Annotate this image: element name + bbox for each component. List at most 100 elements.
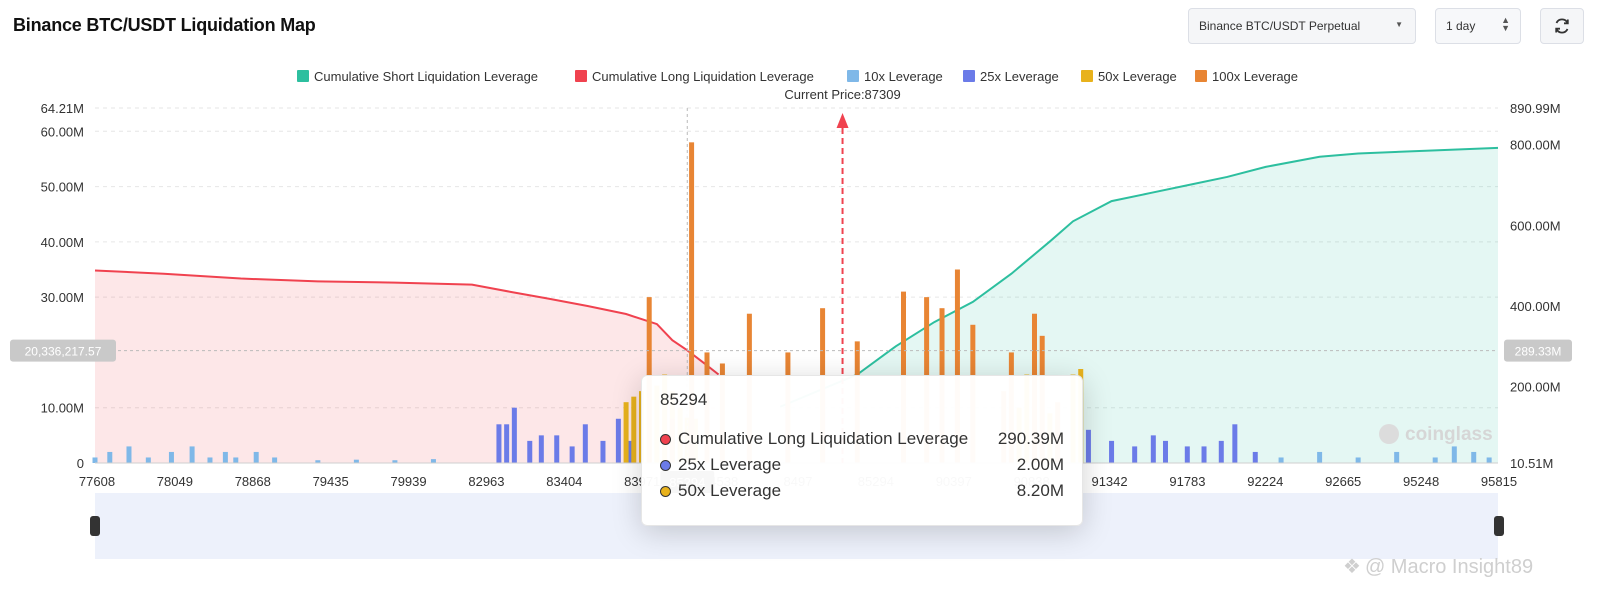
10x-leverage-bar [107, 451, 113, 463]
tooltip-series-value: 290.39M [997, 429, 1064, 448]
25x-leverage-bar [1252, 451, 1258, 463]
25x-leverage-bar [600, 440, 606, 463]
x-tick-label: 79435 [313, 474, 349, 489]
x-tick-label: 92224 [1247, 474, 1283, 489]
y-left-tick-label: 0 [77, 456, 84, 471]
50x-leverage-bar [631, 396, 637, 463]
25x-leverage-bar [538, 435, 544, 463]
tooltip-dot-icon [660, 485, 671, 497]
y-left-tick-label: 10.00M [41, 401, 84, 416]
cumulative-long-series-line [94, 269, 720, 376]
25x-leverage-bar [527, 440, 533, 463]
refresh-icon [1555, 18, 1569, 34]
25x-leverage-bar [1201, 446, 1207, 463]
25x-leverage-bar [496, 424, 502, 463]
y-right-tick-label: 400.00M [1510, 299, 1561, 314]
y-left-tick-label: 30.00M [41, 290, 84, 305]
tooltip-series-name: 25x Leverage [678, 455, 782, 474]
25x-leverage-bar [569, 446, 575, 463]
x-tick-label: 91342 [1091, 474, 1127, 489]
zoom-handle-left[interactable] [90, 516, 100, 536]
chevron-down-icon: ▼ [1395, 20, 1403, 29]
10x-leverage-bar [222, 451, 228, 463]
25x-leverage-bar [1109, 440, 1115, 463]
10x-leverage-bar [233, 457, 239, 463]
legend-label: 50x Leverage [1098, 69, 1177, 84]
25x-leverage-bar [1184, 446, 1190, 463]
legend-swatch [847, 70, 859, 82]
10x-leverage-bar [1451, 446, 1457, 463]
x-tick-label: 83404 [546, 474, 582, 489]
watermark-text: @ Macro Insight89 [1364, 556, 1534, 578]
10x-leverage-bar [272, 457, 278, 463]
cumulative-long-series-fill [95, 270, 719, 463]
tooltip-series-value: 8.20M [1016, 481, 1064, 500]
y-left-tick-label: 40.00M [41, 235, 84, 250]
zoom-handle-right[interactable] [1494, 516, 1504, 536]
100x-leverage-bar [689, 142, 695, 463]
legend-swatch [1195, 70, 1207, 82]
tooltip-title: 85294 [660, 390, 708, 409]
legend-swatch [575, 70, 587, 82]
25x-leverage-bar [504, 424, 510, 463]
25x-leverage-bar [1232, 424, 1238, 463]
sort-arrows-icon: ▲ ▼ [1501, 15, 1510, 33]
10x-leverage-bar [145, 457, 151, 463]
y-left-tick-label: 64.21M [41, 101, 84, 116]
tooltip-series-name: Cumulative Long Liquidation Leverage [678, 429, 969, 448]
10x-leverage-bar [1471, 451, 1477, 463]
10x-leverage-bar [1355, 457, 1361, 463]
tooltip-series-value: 2.00M [1016, 455, 1064, 474]
legend-label: 10x Leverage [864, 69, 943, 84]
tooltip-dot-icon [660, 459, 671, 471]
25x-leverage-bar [626, 440, 632, 463]
market-select-value: Binance BTC/USDT Perpetual [1199, 19, 1361, 33]
100x-leverage-bar [954, 269, 960, 463]
x-tick-label: 78868 [235, 474, 271, 489]
10x-leverage-bar [1486, 457, 1492, 463]
25x-leverage-bar [554, 435, 560, 463]
page-title: Binance BTC/USDT Liquidation Map [13, 15, 316, 35]
y-left-tick-label: 60.00M [41, 124, 84, 139]
25x-leverage-bar [511, 407, 517, 463]
crosshair-left-badge [10, 339, 116, 362]
legend-label: Cumulative Short Liquidation Leverage [314, 69, 538, 84]
25x-leverage-bar [582, 424, 588, 463]
brand-logo-icon [1379, 424, 1399, 444]
10x-leverage-bar [1278, 457, 1284, 463]
y-right-tick-label: 890.99M [1510, 101, 1561, 116]
10x-leverage-bar [253, 451, 259, 463]
legend-swatch [1081, 70, 1093, 82]
crosshair-right-label: 289.33M [1515, 345, 1562, 359]
10x-leverage-bar [315, 460, 321, 463]
25x-leverage-bar [1162, 440, 1168, 463]
x-tick-label: 92665 [1325, 474, 1361, 489]
x-tick-label: 95815 [1481, 474, 1517, 489]
refresh-button[interactable] [1540, 8, 1584, 44]
10x-leverage-bar [430, 459, 436, 463]
legend-label: 25x Leverage [980, 69, 1059, 84]
legend-swatch [963, 70, 975, 82]
tooltip-row: 25x Leverage 2.00M [660, 452, 1064, 478]
legend-label: 100x Leverage [1212, 69, 1298, 84]
y-right-tick-label: 10.51M [1510, 456, 1553, 471]
y-right-tick-label: 800.00M [1510, 138, 1561, 153]
crosshair-left-label: 20,336,217.57 [25, 345, 102, 359]
25x-leverage-bar [1132, 446, 1138, 463]
cumulative-short-series-line [779, 146, 1499, 408]
market-select[interactable]: Binance BTC/USDT Perpetual ▼ [1188, 8, 1416, 44]
tooltip-row: 50x Leverage 8.20M [660, 478, 1064, 504]
25x-leverage-bar [615, 418, 621, 463]
10x-leverage-bar [353, 459, 359, 463]
10x-leverage-bar [207, 457, 213, 463]
10x-leverage-bar [168, 451, 174, 463]
10x-leverage-bar [1432, 457, 1438, 463]
x-tick-label: 91783 [1169, 474, 1205, 489]
range-select[interactable]: 1 day ▲ ▼ [1435, 8, 1521, 44]
10x-leverage-bar [189, 446, 195, 463]
x-tick-label: 78049 [157, 474, 193, 489]
10x-leverage-bar [1394, 451, 1400, 463]
chart-tooltip: 85294 Cumulative Long Liquidation Levera… [641, 375, 1083, 526]
crosshair-right-badge [1504, 339, 1572, 362]
